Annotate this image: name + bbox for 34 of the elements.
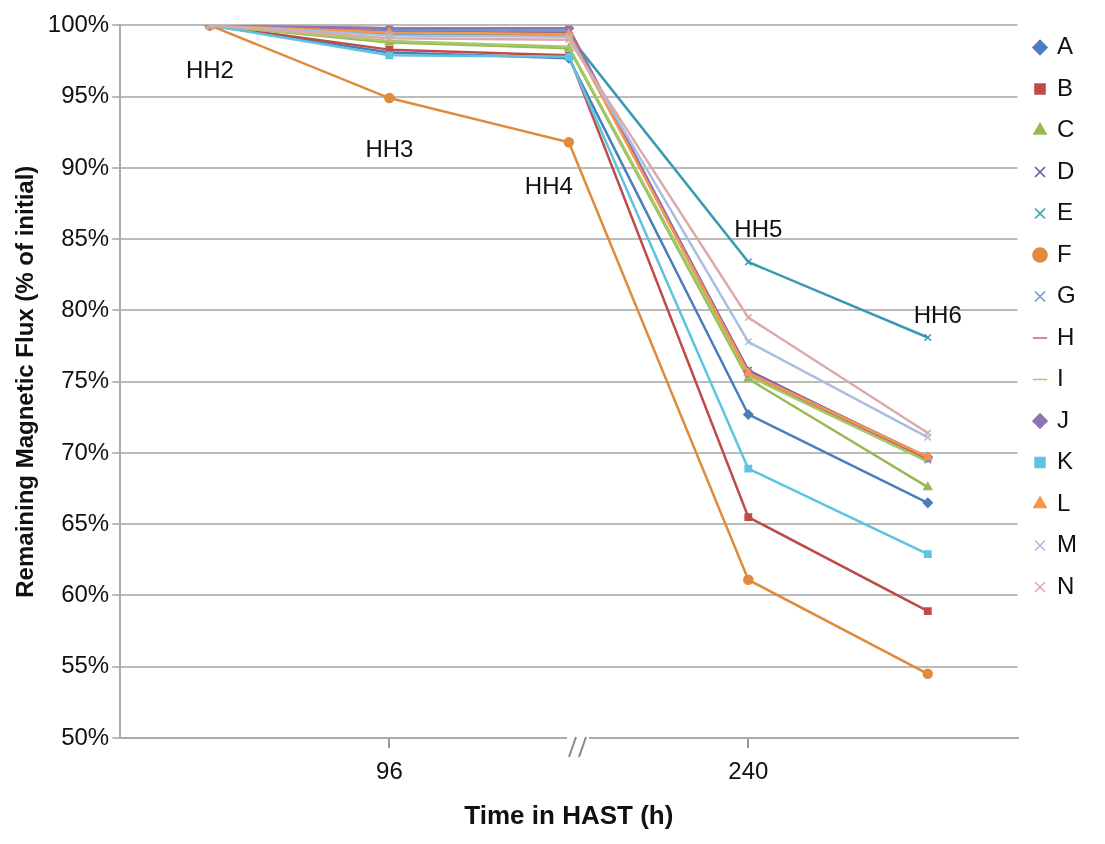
y-tick-label: 70% [61,437,110,465]
y-tick-label: 50% [61,722,110,750]
y-tick-label: 90% [61,152,110,180]
annotation: HH3 [365,135,414,163]
annotation: HH6 [913,300,962,328]
legend-label: N [1057,571,1075,599]
legend-label: I [1057,364,1064,392]
legend-label: B [1057,73,1074,101]
x-tick-label: 96 [376,757,403,785]
legend-label: A [1057,32,1074,60]
y-tick-label: 100% [47,10,110,38]
legend-label: F [1057,239,1072,267]
y-tick-label: 65% [61,508,110,536]
legend-label: J [1057,405,1070,433]
y-tick-label: 95% [61,81,110,109]
legend-label: L [1057,488,1071,516]
y-axis-title: Remaining Magnetic Flux (% of initial) [11,165,39,598]
x-tick-label: 240 [728,757,769,785]
x-axis-title: Time in HAST (h) [464,799,674,830]
legend-label: M [1057,530,1078,558]
annotation: HH2 [185,55,234,83]
y-tick-label: 75% [61,366,110,394]
annotation: HH4 [524,172,573,200]
legend-label: H [1057,322,1075,350]
legend-label: E [1057,198,1074,226]
y-tick-label: 80% [61,295,110,323]
legend-label: C [1057,115,1075,143]
annotation: HH5 [734,215,783,243]
y-tick-label: 85% [61,223,110,251]
legend-label: G [1057,281,1076,309]
legend-label: K [1057,447,1074,475]
legend-label: D [1057,156,1075,184]
y-tick-label: 55% [61,651,110,679]
y-tick-label: 60% [61,580,110,608]
